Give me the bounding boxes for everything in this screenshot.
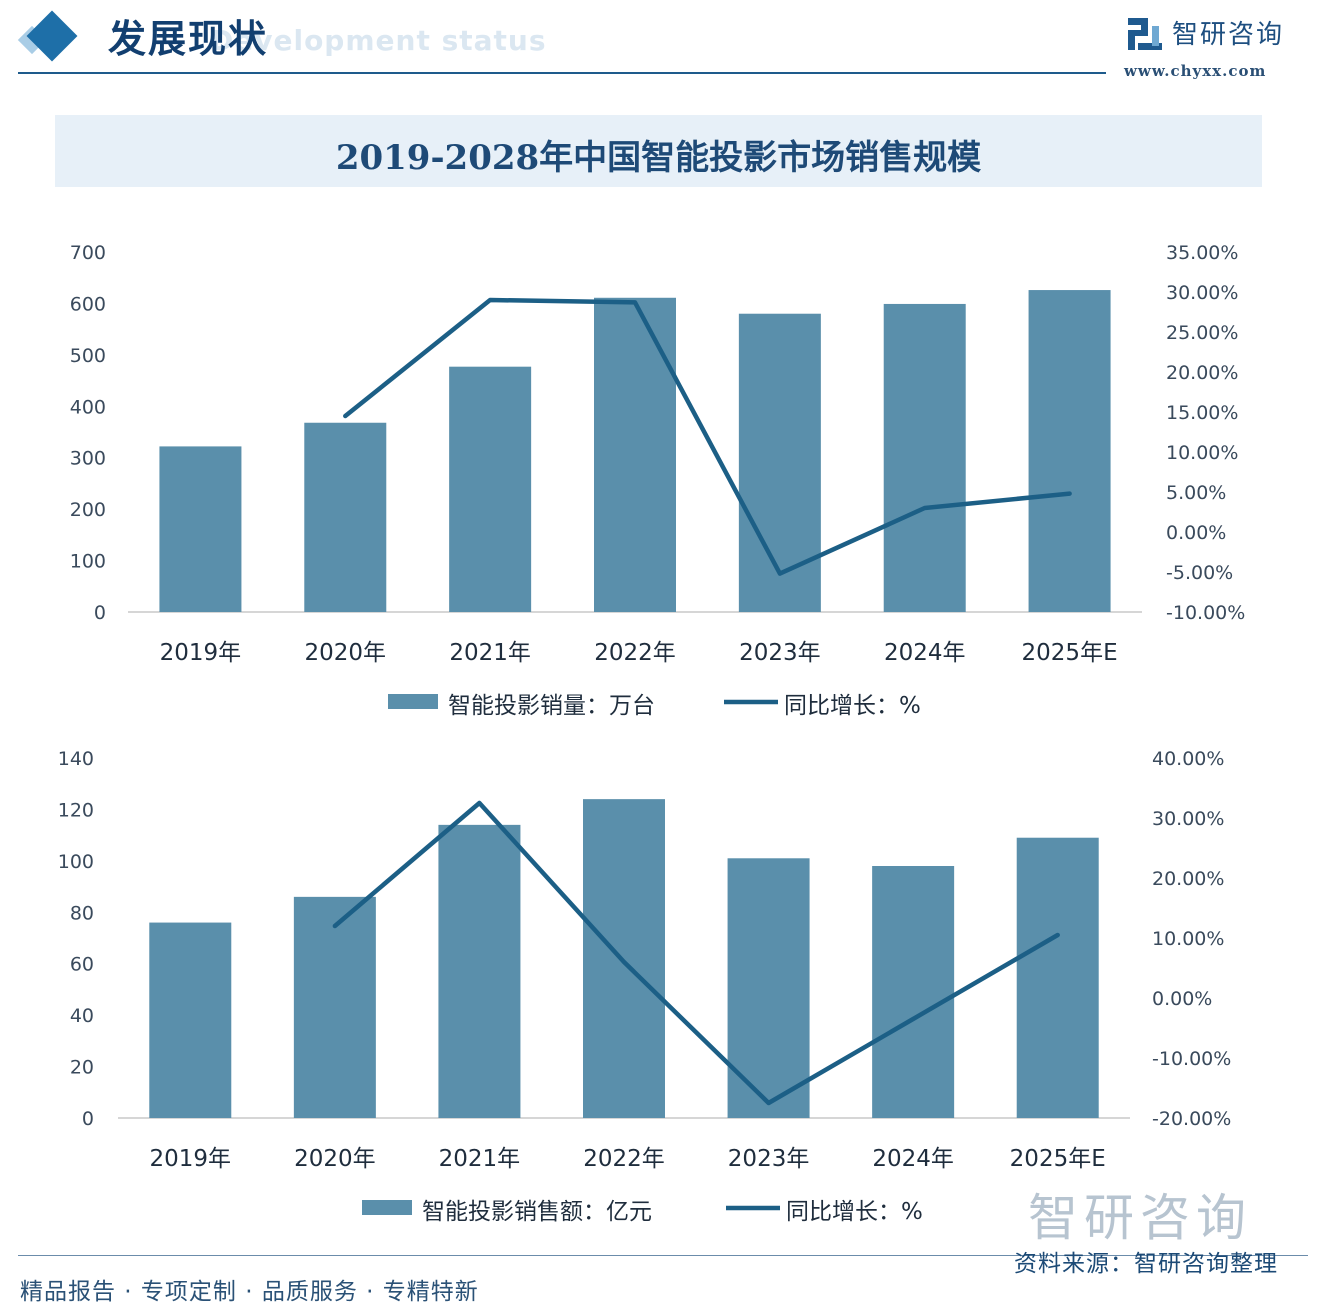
brand-url[interactable]: www.chyxx.com	[1124, 62, 1267, 80]
legend-bar-swatch	[388, 694, 438, 709]
right-axis-tick-label: -10.00%	[1166, 602, 1245, 624]
x-axis-category-label: 2024年	[872, 1146, 954, 1172]
left-axis-tick-label: 100	[70, 551, 106, 573]
right-axis-tick-label: 0.00%	[1166, 522, 1226, 544]
left-axis-tick-label: 40	[70, 1005, 94, 1027]
bar	[149, 922, 232, 1118]
x-axis-category-label: 2021年	[439, 1146, 521, 1172]
section-title: 发展现状	[108, 16, 269, 61]
header-divider	[18, 72, 1106, 74]
sales-volume-chart: 0 100 200 300 400 500 600 700 -10.00% -5.00% 0.00%…	[70, 242, 1246, 719]
left-axis-tick-label: 140	[58, 748, 94, 770]
brand-name: 智研咨询	[1172, 20, 1285, 50]
right-axis-tick-label: 20.00%	[1166, 362, 1238, 384]
legend-bar-swatch	[362, 1200, 412, 1215]
legend-bar-label: 智能投影销量：万台	[448, 693, 655, 719]
x-axis-category-label: 2022年	[583, 1146, 665, 1172]
right-axis-tick-label: 25.00%	[1166, 322, 1238, 344]
bar	[438, 824, 521, 1118]
growth-rate-line	[343, 297, 1072, 576]
right-axis-tick-label: 30.00%	[1166, 282, 1238, 304]
right-axis-tick-label: 20.00%	[1152, 868, 1224, 890]
bar	[727, 858, 810, 1118]
x-axis-category-label: 2020年	[294, 1146, 376, 1172]
section-subtitle: Development status	[210, 24, 547, 57]
right-axis-tick-label: 10.00%	[1166, 442, 1238, 464]
bar	[449, 366, 532, 612]
left-axis-tick-label: 120	[58, 799, 94, 821]
left-axis-tick-label: 0	[82, 1108, 94, 1130]
bar	[738, 313, 821, 612]
x-axis-category-label: 2019年	[160, 640, 242, 666]
header-diamond-icon	[26, 10, 78, 62]
bar	[293, 896, 376, 1118]
left-axis-tick-label: 200	[70, 499, 106, 521]
left-axis-tick-label: 600	[70, 293, 106, 315]
bar	[1016, 837, 1099, 1118]
sales-revenue-chart: 0 20 40 60 80 100 120 140 -20.00% -10.00% 0.00% 10.…	[58, 748, 1232, 1225]
x-axis-category-label: 2023年	[739, 640, 821, 666]
bar	[304, 422, 387, 612]
left-axis-tick-label: 400	[70, 396, 106, 418]
x-axis-category-label: 2025年E	[1010, 1146, 1106, 1172]
left-axis-tick-label: 700	[70, 242, 106, 264]
left-axis-tick-label: 100	[58, 851, 94, 873]
bar	[583, 799, 665, 1118]
x-axis-category-label: 2023年	[728, 1146, 810, 1172]
left-axis-tick-label: 20	[70, 1057, 94, 1079]
growth-rate-line	[332, 800, 1060, 1106]
chart-title: 2019-2028年中国智能投影市场销售规模	[335, 138, 982, 178]
bar	[1028, 290, 1111, 612]
bar	[883, 303, 966, 612]
x-axis-category-label: 2019年	[150, 1146, 232, 1172]
left-axis-tick-label: 80	[70, 902, 94, 924]
legend-line-label: 同比增长：%	[784, 693, 921, 719]
x-axis-category-label: 2021年	[449, 640, 531, 666]
left-axis-tick-label: 0	[94, 602, 106, 624]
x-axis-category-label: 2022年	[594, 640, 676, 666]
bar	[159, 446, 242, 612]
legend-line-label: 同比增长：%	[786, 1199, 923, 1225]
bar	[872, 866, 955, 1118]
right-axis-tick-label: 10.00%	[1152, 928, 1224, 950]
chart-title-band	[55, 115, 1262, 187]
x-axis-category-label: 2020年	[305, 640, 387, 666]
right-axis-tick-label: 15.00%	[1166, 402, 1238, 424]
data-source-note: 资料来源：智研咨询整理	[1014, 1251, 1278, 1277]
legend-bar-label: 智能投影销售额：亿元	[422, 1199, 652, 1225]
left-axis-tick-label: 300	[70, 448, 106, 470]
left-axis-tick-label: 500	[70, 345, 106, 367]
footer-watermark-brand: 智研咨询	[1028, 1189, 1252, 1247]
right-axis-tick-label: 0.00%	[1152, 988, 1212, 1010]
x-axis-category-label: 2024年	[884, 640, 966, 666]
left-axis-tick-label: 60	[70, 954, 94, 976]
right-axis-tick-label: -10.00%	[1152, 1048, 1231, 1070]
right-axis-tick-label: -20.00%	[1152, 1108, 1231, 1130]
bar	[594, 297, 676, 612]
right-axis-tick-label: 35.00%	[1166, 242, 1238, 264]
right-axis-tick-label: -5.00%	[1166, 562, 1233, 584]
right-axis-tick-label: 5.00%	[1166, 482, 1226, 504]
x-axis-category-label: 2025年E	[1022, 640, 1118, 666]
right-axis-tick-label: 30.00%	[1152, 808, 1224, 830]
footer-divider	[18, 1255, 1308, 1256]
right-axis-tick-label: 40.00%	[1152, 748, 1224, 770]
brand-logo-icon	[1128, 18, 1162, 50]
footer-slogan: 精品报告 · 专项定制 · 品质服务 · 专精特新	[20, 1279, 479, 1305]
